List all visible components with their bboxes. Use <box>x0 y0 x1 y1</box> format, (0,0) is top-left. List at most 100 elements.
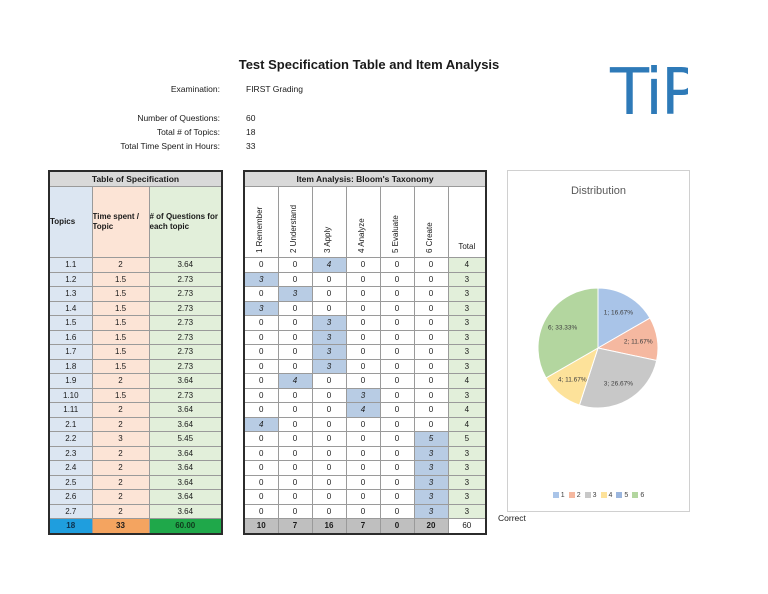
legend-label: 1 <box>560 492 565 499</box>
item-cell: 0 <box>413 373 449 389</box>
item-cell: 0 <box>413 286 449 302</box>
item-cell: 0 <box>379 344 415 360</box>
spec-cell-topic: 1.9 <box>48 373 93 389</box>
item-grand-total: 60 <box>447 518 487 534</box>
legend-label: 2 <box>576 492 581 499</box>
spec-cell-questions: 2.73 <box>148 344 223 360</box>
spec-cell-time: 2 <box>91 445 150 461</box>
item-cell: 0 <box>277 257 313 273</box>
item-cell: 3 <box>413 445 449 461</box>
spec-cell-time: 2 <box>91 503 150 519</box>
item-cell: 0 <box>277 460 313 476</box>
spec-cell-time: 2 <box>91 489 150 505</box>
spec-row: 2.5 2 3.64 <box>48 474 223 490</box>
spec-row: 1.3 1.5 2.73 <box>48 286 223 302</box>
item-cell-total: 3 <box>447 344 487 360</box>
spec-total-topics: 18 <box>48 518 93 534</box>
item-cell: 0 <box>345 286 381 302</box>
item-cell: 0 <box>277 387 313 403</box>
item-column-total: 7 <box>345 518 381 534</box>
item-cell: 0 <box>277 474 313 490</box>
spec-cell-time: 1.5 <box>91 286 150 302</box>
pie-slice-1 <box>597 287 651 349</box>
item-cell-total: 3 <box>447 286 487 302</box>
item-cell: 0 <box>345 329 381 345</box>
distribution-chart: Distribution 1; 16.67% 2; 11.67% 3; 26.67%… <box>507 170 690 512</box>
spec-total-questions: 60.00 <box>148 518 223 534</box>
examination-value: FIRST Grading <box>246 84 304 94</box>
item-cell: 3 <box>413 460 449 476</box>
spec-cell-topic: 1.8 <box>48 358 93 374</box>
item-column-total: 7 <box>277 518 313 534</box>
spec-cell-time: 1.5 <box>91 271 150 287</box>
num-questions-label: Number of Questions: <box>137 113 220 123</box>
legend-swatch <box>600 492 607 499</box>
item-column-total: 10 <box>243 518 279 534</box>
legend-item: 1 <box>552 492 565 499</box>
item-cell-total: 3 <box>447 329 487 345</box>
spec-row: 1.7 1.5 2.73 <box>48 344 223 360</box>
item-cell: 0 <box>243 315 279 331</box>
legend-item: 4 <box>600 492 612 499</box>
item-cell: 0 <box>243 344 279 360</box>
svg-text:TiP: TiP <box>609 56 688 127</box>
item-cell: 0 <box>277 358 313 374</box>
item-cell: 0 <box>277 315 313 331</box>
bloom-header-label: 2 Understand <box>289 204 298 253</box>
item-cell: 4 <box>345 402 381 418</box>
spec-cell-time: 2 <box>91 474 150 490</box>
item-cell-total: 3 <box>447 387 487 403</box>
item-cell: 0 <box>243 503 279 519</box>
bloom-header: 6 Create <box>413 186 449 258</box>
item-cell: 0 <box>345 344 381 360</box>
item-cell: 0 <box>345 416 381 432</box>
pie-label-1: 1; 16.67% <box>604 310 633 317</box>
item-cell: 0 <box>311 402 347 418</box>
item-cell: 0 <box>379 373 415 389</box>
num-questions-value: 60 <box>246 113 256 123</box>
legend-swatch <box>552 492 559 499</box>
item-cell: 4 <box>311 257 347 273</box>
spec-row: 1.8 1.5 2.73 <box>48 358 223 374</box>
item-cell: 3 <box>413 503 449 519</box>
item-column-total: 0 <box>379 518 415 534</box>
item-cell: 0 <box>379 329 415 345</box>
item-cell: 0 <box>243 445 279 461</box>
item-cell: 0 <box>379 445 415 461</box>
item-cell: 3 <box>413 489 449 505</box>
item-cell: 0 <box>413 344 449 360</box>
item-cell: 0 <box>277 271 313 287</box>
item-cell: 0 <box>277 329 313 345</box>
bloom-header-label: 4 Analyze <box>357 218 366 253</box>
spec-row: 1.1 2 3.64 <box>48 257 223 273</box>
spec-cell-questions: 2.73 <box>148 286 223 302</box>
spec-cell-topic: 1.3 <box>48 286 93 302</box>
legend-label: 3 <box>592 492 597 499</box>
item-cell: 0 <box>311 489 347 505</box>
bloom-header: 4 Analyze <box>345 186 381 258</box>
item-cell: 4 <box>277 373 313 389</box>
spec-cell-time: 1.5 <box>91 358 150 374</box>
spec-row: 2.1 2 3.64 <box>48 416 223 432</box>
spec-row: 1.10 1.5 2.73 <box>48 387 223 403</box>
item-cell: 0 <box>243 474 279 490</box>
spec-cell-questions: 2.73 <box>148 300 223 316</box>
total-topics-label: Total # of Topics: <box>156 127 220 137</box>
item-caption: Item Analysis: Bloom's Taxonomy <box>243 170 487 187</box>
spec-cell-topic: 2.6 <box>48 489 93 505</box>
item-cell: 0 <box>345 315 381 331</box>
spec-cell-topic: 2.3 <box>48 445 93 461</box>
item-cell-total: 3 <box>447 460 487 476</box>
item-cell: 0 <box>277 503 313 519</box>
spec-row: 2.7 2 3.64 <box>48 503 223 519</box>
chart-legend: 1 2 3 4 5 6 <box>508 492 689 499</box>
item-cell-total: 3 <box>447 315 487 331</box>
spec-header-questions: # of Questions for each topic <box>148 186 223 258</box>
spec-cell-topic: 1.1 <box>48 257 93 273</box>
legend-item: 2 <box>568 492 581 499</box>
